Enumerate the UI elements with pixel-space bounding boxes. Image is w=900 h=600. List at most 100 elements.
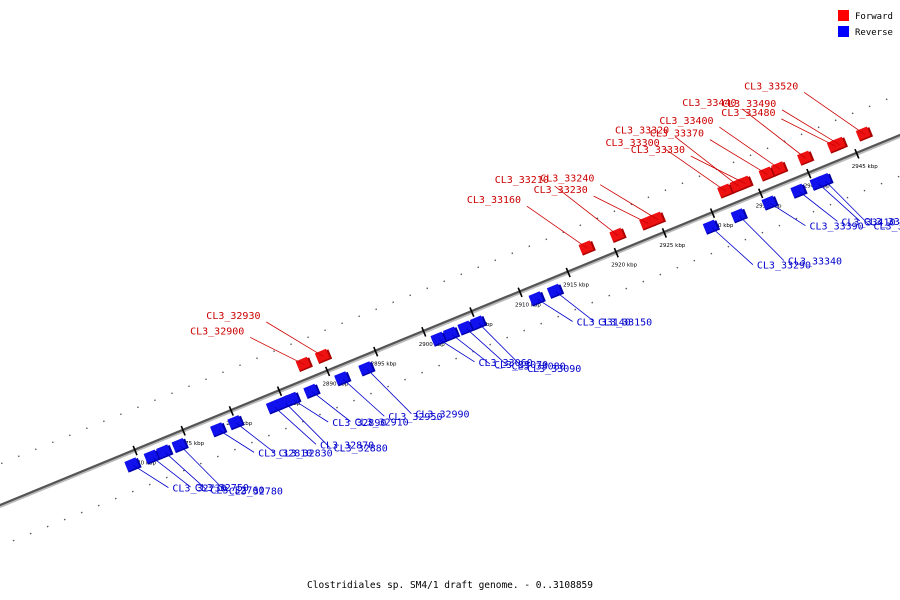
reverse-leader-line xyxy=(342,378,385,417)
forward-gene-label: CL3_33320 xyxy=(615,126,669,137)
forward-leader-line xyxy=(781,118,836,147)
genome-caption: Clostridiales sp. SM4/1 draft genome. - … xyxy=(307,580,593,591)
reverse-gene-label: CL3_32750 xyxy=(195,483,249,494)
reverse-gene-label: CL3_32810 xyxy=(258,448,312,459)
reverse-gene-label: CL3_33390 xyxy=(810,222,864,233)
kbp-tick-mark xyxy=(373,346,379,357)
forward-gene-label: CL3_33240 xyxy=(540,174,594,185)
legend: Forward Reverse xyxy=(838,10,893,38)
gene-box-face xyxy=(790,183,806,198)
forward-gene-label: CL3_33210 xyxy=(495,175,549,186)
reverse-leader-line xyxy=(236,422,275,454)
kbp-tick-label: 2870 kbp xyxy=(130,461,156,467)
reverse-gene-label: CL3_32870 xyxy=(320,440,374,451)
forward-gene-label: CL3_33160 xyxy=(467,195,521,206)
gene-box-face xyxy=(528,291,544,306)
reverse-gene-label: CL3_32890 xyxy=(332,418,386,429)
forward-leader-line xyxy=(599,184,658,220)
reverse-gene-box xyxy=(124,457,142,473)
kbp-tick-label: 2900 kbp xyxy=(419,342,445,348)
forward-gene-label: CL3_33370 xyxy=(650,129,704,140)
reverse-gene-box xyxy=(210,422,228,438)
reverse-leader-line xyxy=(366,368,412,414)
kbp-tick-label: 2895 kbp xyxy=(371,362,397,368)
gene-box-face xyxy=(210,422,225,436)
kbp-tick-mark xyxy=(854,148,860,159)
forward-leader-line xyxy=(249,336,305,366)
kbp-tick-label: 2875 kbp xyxy=(178,441,204,447)
reverse-gene-label: CL3_32950 xyxy=(388,412,442,423)
backbone-line xyxy=(0,133,900,507)
reverse-leader-line xyxy=(218,429,255,453)
forward-gene-label: CL3_33330 xyxy=(631,145,685,156)
forward-gene-label: CL3_33400 xyxy=(659,116,713,127)
reverse-leader-line xyxy=(739,215,785,261)
kbp-tick-mark xyxy=(709,208,716,219)
reverse-gene-label: CL3_33060 xyxy=(479,358,533,369)
forward-gene-box xyxy=(314,348,333,364)
gene-box-face xyxy=(442,326,458,341)
reverse-gene-label: CL3_33420 xyxy=(864,217,900,228)
legend-forward-swatch xyxy=(838,10,849,21)
reverse-leader-line xyxy=(439,339,475,363)
gene-box-face xyxy=(284,391,300,406)
backbone-shadow xyxy=(0,134,900,509)
forward-gene-box xyxy=(578,240,596,256)
forward-leader-line xyxy=(742,108,807,159)
forward-gene-box xyxy=(855,126,874,142)
label-leaders xyxy=(133,91,870,491)
reverse-gene-box xyxy=(171,437,189,454)
forward-gene-label: CL3_33440 xyxy=(682,98,736,109)
reverse-leader-line xyxy=(537,298,573,322)
kbp-tick-label: 2920 kbp xyxy=(611,263,637,269)
reverse-leader-line xyxy=(799,191,838,222)
forward-gene-box xyxy=(295,356,313,372)
forward-leader-line xyxy=(674,136,739,187)
gene-box-face xyxy=(430,331,446,346)
forward-gene-label: CL3_33480 xyxy=(721,108,775,119)
forward-leader-line xyxy=(665,148,727,192)
kbp-tick-label: 2915 kbp xyxy=(563,283,589,289)
forward-leader-line xyxy=(690,155,746,184)
reverse-leader-line xyxy=(292,399,329,423)
reverse-track-dots xyxy=(0,175,900,547)
forward-leader-line xyxy=(593,195,649,224)
gene-box-face xyxy=(761,195,777,210)
reverse-gene-label: CL3_32760 xyxy=(210,485,264,496)
forward-leader-line xyxy=(266,321,325,358)
kbp-tick-label: 2890 kbp xyxy=(323,381,349,387)
forward-leader-line xyxy=(803,91,865,135)
reverse-gene-label: CL3_32780 xyxy=(229,487,283,498)
forward-gene-label: CL3_32900 xyxy=(190,326,244,337)
kbp-tick-label: 2930 kbp xyxy=(708,223,734,229)
forward-gene-label: CL3_33490 xyxy=(722,99,776,110)
kbp-tick-mark xyxy=(806,168,812,179)
forward-leader-line xyxy=(554,185,619,237)
kbp-tick-label: 2910 kbp xyxy=(515,302,541,308)
reverse-gene-label: CL3_33340 xyxy=(788,257,842,268)
kbp-tick-label: 2945 kbp xyxy=(852,164,878,170)
gene-box-face xyxy=(143,449,159,464)
reverse-leader-line xyxy=(825,180,870,226)
gene-box-face xyxy=(546,283,562,298)
kbp-tick-label: 2925 kbp xyxy=(659,243,685,249)
forward-gene-label: CL3_32930 xyxy=(206,311,260,322)
reverse-gene-label: CL3_32730 xyxy=(172,484,226,495)
reverse-leader-line xyxy=(164,452,207,490)
reverse-gene-label: CL3_33150 xyxy=(598,317,652,328)
kbp-tick-mark xyxy=(228,405,234,416)
gene-box-face xyxy=(124,457,140,472)
forward-gene-label: CL3_33520 xyxy=(744,81,798,92)
forward-leader-line xyxy=(781,109,840,146)
kbp-tick-mark xyxy=(565,267,571,278)
reverse-gene-label: CL3_32910 xyxy=(355,418,409,429)
reverse-leader-line xyxy=(312,391,351,422)
reverse-leader-line xyxy=(770,203,806,227)
kbp-tick-mark xyxy=(661,227,668,238)
gene-labels: CL3_32900CL3_32930CL3_33160CL3_33210CL3_… xyxy=(172,81,900,497)
reverse-gene-label: CL3_33290 xyxy=(757,261,811,272)
reverse-gene-label: CL3_33410 xyxy=(841,217,895,228)
reverse-gene-box xyxy=(730,208,748,224)
reverse-leader-line xyxy=(285,402,330,448)
